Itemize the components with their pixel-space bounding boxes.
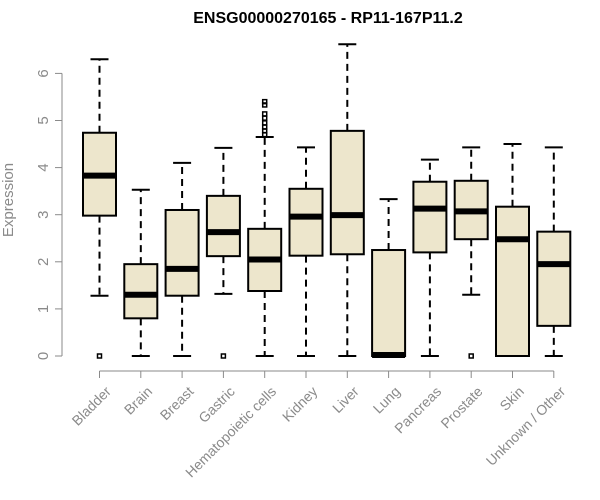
- y-tick-label: 5: [35, 116, 52, 124]
- box-unknown-other: [536, 146, 572, 357]
- y-tick-label: 3: [35, 211, 52, 219]
- y-tick-label: 2: [35, 258, 52, 266]
- y-tick-label: 1: [35, 305, 52, 313]
- box-gastric: [205, 146, 241, 359]
- box-kidney: [288, 146, 324, 357]
- iqr-box: [205, 194, 241, 258]
- chart-title: ENSG00000270165 - RP11-167P11.2: [193, 10, 463, 27]
- outlier-point: [468, 353, 474, 359]
- y-tick-label: 0: [35, 352, 52, 360]
- box-prostate: [453, 146, 489, 359]
- outlier-point: [261, 98, 268, 105]
- box-hematopoietic-cells: [247, 98, 283, 357]
- outlier-point: [261, 120, 268, 126]
- x-tick-label: Liver: [329, 383, 362, 416]
- x-tick-label: Kidney: [279, 383, 321, 425]
- iqr-box: [123, 263, 159, 320]
- outlier-point: [261, 111, 268, 117]
- iqr-box: [164, 208, 200, 297]
- y-axis: 0 1 2 3 4 5 6: [35, 69, 63, 360]
- iqr-box: [495, 205, 530, 357]
- iqr-box: [371, 249, 407, 357]
- outlier-point: [220, 353, 227, 359]
- outlier-point: [261, 115, 268, 121]
- x-tick-label: Skin: [496, 383, 527, 414]
- box-brain: [123, 188, 159, 357]
- x-tick-label: Prostate: [437, 383, 485, 431]
- iqr-box: [412, 180, 448, 254]
- outlier-point: [96, 353, 103, 359]
- plot-area: [82, 43, 572, 359]
- outlier-point: [261, 124, 268, 130]
- iqr-box: [288, 187, 324, 257]
- x-tick-label: Breast: [157, 383, 197, 423]
- box-pancreas: [412, 158, 448, 357]
- y-axis-label: Expression: [0, 163, 17, 237]
- x-tick-label: Lung: [370, 383, 403, 416]
- box-breast: [164, 161, 200, 357]
- iqr-box: [536, 230, 572, 327]
- y-tick-label: 4: [35, 163, 52, 171]
- iqr-box: [329, 129, 365, 256]
- box-bladder: [82, 58, 117, 359]
- x-tick-label: Brain: [121, 383, 155, 417]
- x-tick-label: Bladder: [69, 383, 115, 429]
- box-lung: [371, 198, 407, 359]
- y-tick-label: 6: [35, 69, 52, 77]
- box-liver: [329, 43, 365, 357]
- box-skin: [495, 143, 530, 357]
